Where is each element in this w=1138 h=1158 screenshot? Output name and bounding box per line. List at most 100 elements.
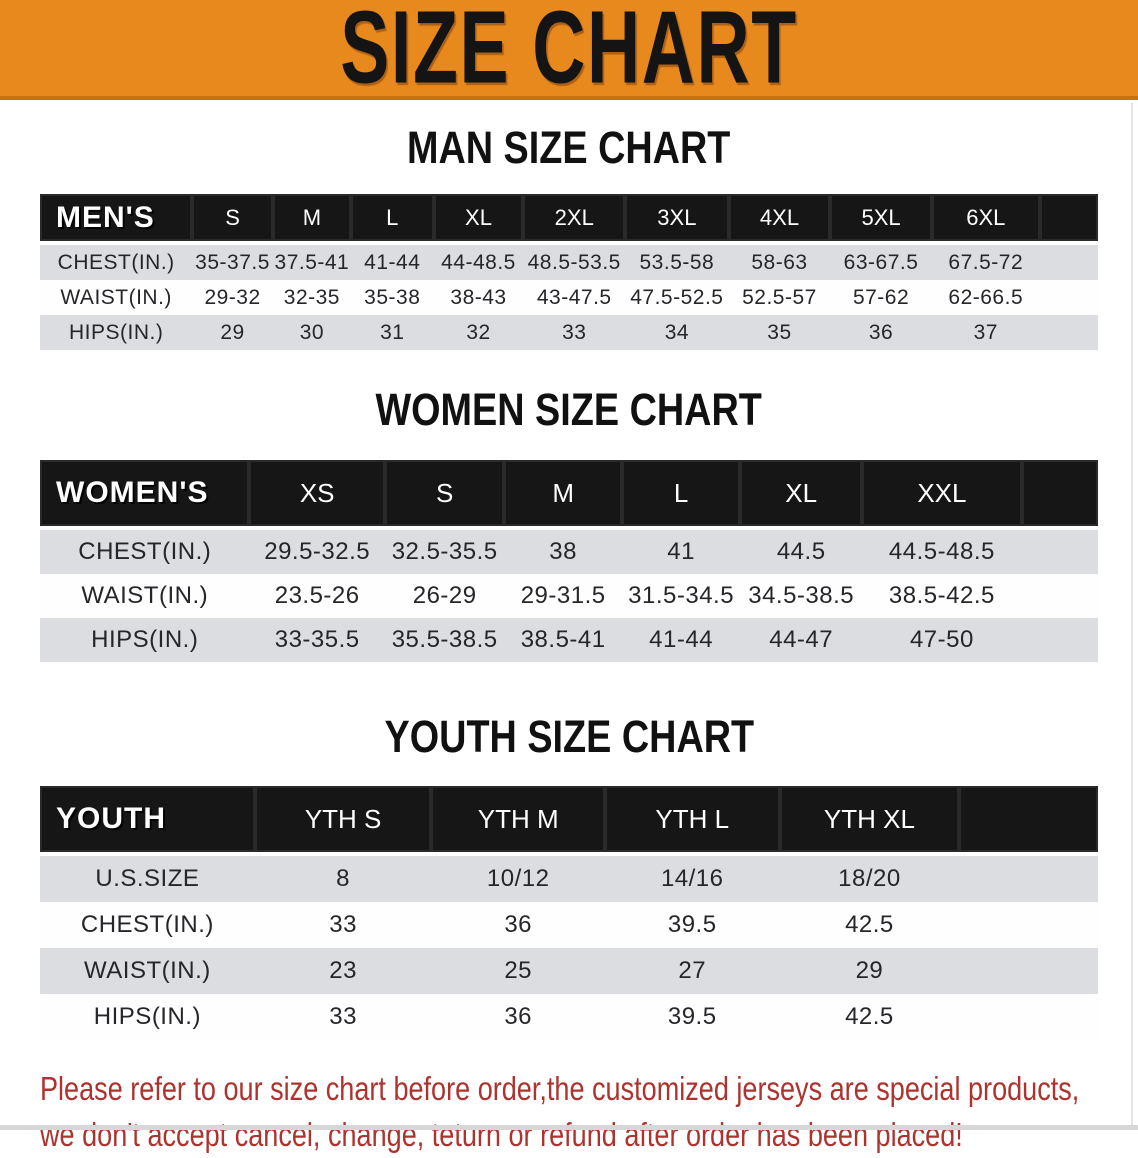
- row-label: U.S.SIZE: [40, 854, 255, 902]
- size-cell: 42.5: [779, 994, 960, 1040]
- size-cell: 32.5-35.5: [384, 528, 505, 574]
- size-cell: 29: [192, 315, 273, 350]
- spacer-cell: [1039, 315, 1098, 350]
- size-cell: 35: [728, 315, 831, 350]
- column-header: S: [192, 194, 273, 245]
- column-header: 2XL: [523, 194, 626, 245]
- spacer-cell: [1039, 280, 1098, 315]
- row-label: CHEST(IN.): [40, 902, 255, 948]
- table-row: HIPS(IN.) 33-35.5 35.5-38.5 38.5-41 41-44 44-…: [40, 618, 1098, 662]
- table-row: WAIST(IN.) 29-32 32-35 35-38 38-43 43-47.5 47.…: [40, 280, 1098, 315]
- size-cell: 52.5-57: [728, 280, 831, 315]
- table-row: U.S.SIZE 8 10/12 14/16 18/20: [40, 854, 1098, 902]
- size-cell: 47.5-52.5: [625, 280, 729, 315]
- size-cell: 29.5-32.5: [249, 528, 385, 574]
- spacer-cell: [959, 902, 1098, 948]
- size-cell: 29: [779, 948, 960, 994]
- size-cell: 34.5-38.5: [740, 574, 863, 618]
- size-cell: 37: [931, 315, 1040, 350]
- column-header: XS: [249, 460, 385, 530]
- size-cell: 36: [431, 994, 605, 1040]
- size-cell: 34: [625, 315, 729, 350]
- size-cell: 33: [254, 902, 432, 948]
- spacer-cell: [959, 994, 1098, 1040]
- spacer-cell: [1021, 460, 1098, 530]
- size-table: YOUTH YTH S YTH M YTH L YTH XL U.S.SIZE 8 10/12…: [40, 786, 1098, 1040]
- size-cell: 37.5-41: [272, 243, 352, 280]
- table-header-row: MEN'S S M L XL 2XL 3XL 4XL 5XL 6XL: [40, 194, 1098, 245]
- size-cell: 27: [604, 948, 780, 994]
- table-row: WAIST(IN.) 23.5-26 26-29 29-31.5 31.5-34.5 34…: [40, 574, 1098, 618]
- table-row: CHEST(IN.) 33 36 39.5 42.5: [40, 902, 1098, 948]
- size-cell: 35-37.5: [192, 243, 273, 280]
- table-title-cell: WOMEN'S: [40, 460, 250, 530]
- column-header: 4XL: [728, 194, 831, 245]
- spacer-cell: [1039, 243, 1098, 280]
- size-cell: 23: [254, 948, 432, 994]
- size-cell: 29-32: [192, 280, 273, 315]
- size-cell: 36: [830, 315, 932, 350]
- youth-section-heading-text: YOUTH SIZE CHART: [384, 711, 754, 762]
- size-cell: 31: [351, 315, 434, 350]
- table-row: CHEST(IN.) 29.5-32.5 32.5-35.5 38 41 44.5 44.5…: [40, 528, 1098, 574]
- row-label: CHEST(IN.): [40, 528, 250, 574]
- size-cell: 36: [431, 902, 605, 948]
- row-label: HIPS(IN.): [40, 994, 255, 1040]
- size-chart-banner: SIZE CHART: [0, 0, 1138, 100]
- size-cell: 41-44: [351, 243, 434, 280]
- column-header: L: [621, 460, 741, 530]
- size-cell: 44-47: [740, 618, 863, 662]
- man-section-heading: MAN SIZE CHART: [0, 122, 1138, 173]
- column-header: XL: [433, 194, 524, 245]
- banner-title: SIZE CHART: [340, 0, 798, 106]
- size-cell: 35-38: [351, 280, 434, 315]
- table-title-cell: MEN'S: [40, 194, 193, 245]
- table-header-row: WOMEN'S XS S M L XL XXL: [40, 460, 1098, 530]
- size-cell: 18/20: [779, 854, 960, 902]
- column-header: YTH L: [604, 786, 780, 856]
- size-cell: 33-35.5: [249, 618, 385, 662]
- column-header: M: [272, 194, 352, 245]
- size-cell: 35.5-38.5: [384, 618, 505, 662]
- size-cell: 41: [621, 528, 741, 574]
- table-row: CHEST(IN.) 35-37.5 37.5-41 41-44 44-48.5 48.5…: [40, 243, 1098, 280]
- size-cell: 41-44: [621, 618, 741, 662]
- man-section-heading-text: MAN SIZE CHART: [407, 122, 731, 173]
- size-cell: 30: [272, 315, 352, 350]
- size-table: WOMEN'S XS S M L XL XXL CHEST(IN.) 29.5-32.5 32.5…: [40, 460, 1098, 662]
- spacer-cell: [1021, 618, 1098, 662]
- size-cell: 42.5: [779, 902, 960, 948]
- size-cell: 67.5-72: [931, 243, 1040, 280]
- table-header-row: YOUTH YTH S YTH M YTH L YTH XL: [40, 786, 1098, 856]
- women-section-heading: WOMEN SIZE CHART: [0, 386, 1138, 434]
- disclaimer-line-1: Please refer to our size chart before or…: [40, 1070, 1080, 1107]
- size-cell: 44.5: [740, 528, 863, 574]
- size-cell: 38.5-41: [504, 618, 622, 662]
- mens-size-table-container: MEN'S S M L XL 2XL 3XL 4XL 5XL 6XL CHEST(IN.) 35-37…: [40, 194, 1098, 350]
- size-cell: 38: [504, 528, 622, 574]
- size-cell: 33: [523, 315, 626, 350]
- photo-bottom-edge: [0, 1125, 1138, 1130]
- row-label: CHEST(IN.): [40, 243, 193, 280]
- size-cell: 33: [254, 994, 432, 1040]
- column-header: XXL: [862, 460, 1022, 530]
- table-row: WAIST(IN.) 23 25 27 29: [40, 948, 1098, 994]
- size-cell: 31.5-34.5: [621, 574, 741, 618]
- column-header: YTH M: [431, 786, 605, 856]
- spacer-cell: [1039, 194, 1098, 245]
- size-cell: 23.5-26: [249, 574, 385, 618]
- spacer-cell: [1021, 574, 1098, 618]
- column-header: YTH S: [254, 786, 432, 856]
- row-label: HIPS(IN.): [40, 618, 250, 662]
- size-cell: 38.5-42.5: [862, 574, 1022, 618]
- size-cell: 32-35: [272, 280, 352, 315]
- youth-size-table-container: YOUTH YTH S YTH M YTH L YTH XL U.S.SIZE 8 10/12…: [40, 786, 1098, 1040]
- size-cell: 63-67.5: [830, 243, 932, 280]
- spacer-cell: [1021, 528, 1098, 574]
- column-header: L: [351, 194, 434, 245]
- photo-right-edge: [1131, 103, 1133, 1127]
- size-cell: 39.5: [604, 994, 780, 1040]
- size-cell: 44-48.5: [433, 243, 524, 280]
- row-label: WAIST(IN.): [40, 574, 250, 618]
- womens-size-table-container: WOMEN'S XS S M L XL XXL CHEST(IN.) 29.5-32.5 32.5…: [40, 460, 1098, 662]
